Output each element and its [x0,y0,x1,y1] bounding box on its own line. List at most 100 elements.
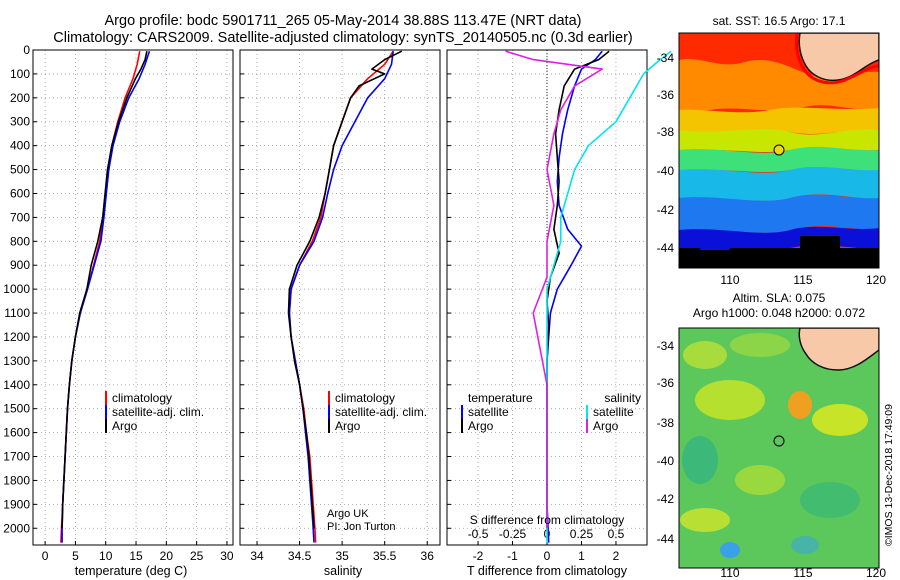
legend-t-argo-label: Argo [468,419,494,433]
sla-field [679,328,879,568]
series-line-argo [287,50,403,529]
depth-tick-label: 300 [10,115,30,129]
sla-ytick: -34 [657,339,675,353]
sst-ytick: -42 [657,203,675,217]
sst-ytick: -36 [657,88,675,102]
credit-argo-uk: Argo UK [327,508,369,520]
salinity-legend: climatology satellite-adj. clim. Argo Ar… [327,391,427,533]
difference-legend: temperature satellite Argo salinity sate… [461,391,641,527]
series-line-satellite [546,50,603,543]
legend-s-argo-label: Argo [593,419,619,433]
imos-credit: ©IMOS 13-Dec-2018 17:49:09 [883,404,895,546]
figure-title-line1: Argo profile: bodc 5901711_265 05-May-20… [105,13,582,29]
legend-s-satellite-label: satellite [593,405,634,419]
depth-tick-label: 1600 [3,426,30,440]
sla-ytick: -44 [657,532,675,546]
sst-xtick: 115 [793,273,812,287]
sla-xtick: 120 [866,566,886,580]
depth-tick-label: 2000 [3,521,30,535]
sla-xtick: 110 [720,566,739,580]
sla-map-subtitle: Argo h1000: 0.048 h2000: 0.072 [693,306,865,320]
sst-ytick: -34 [657,51,675,65]
depth-tick-label: 1800 [3,473,30,487]
sst-map: sat. SST: 16.5 Argo: 17.1 -34 -36 -38 -4… [657,14,887,287]
t-difference-axis-label: T difference from climatology [467,564,628,578]
series-line-climatology [60,51,141,543]
legend-climatology-label: climatology [112,391,172,405]
depth-tick-label: 1200 [3,330,30,344]
legend-satellite-label: satellite-adj. clim. [335,405,427,419]
sst-argo-location-marker [773,144,785,156]
series-line-argo [61,51,148,529]
sla-ytick: -40 [657,454,675,468]
x-tick-label: 34.5 [288,549,312,563]
sla-xtick: 115 [793,566,812,580]
credit-pi: PI: Jon Turton [327,521,395,533]
sst-map-frame [678,32,880,269]
x-tick-label: 2 [613,549,620,563]
depth-tick-label: 800 [10,234,30,248]
s-diff-tick-label: -0.5 [468,527,489,541]
salinity-axis-label: salinity [324,564,363,578]
depth-tick-label: 1300 [3,354,30,368]
depth-tick-label: 200 [10,91,30,105]
s-diff-tick-label: 0.5 [608,527,625,541]
sla-argo-location-marker [773,435,785,447]
legend-argo-label: Argo [335,419,361,433]
depth-tick-label: 1000 [3,282,30,296]
x-tick-label: 1 [578,549,585,563]
x-tick-label: 35.5 [373,549,397,563]
temperature-panel: 0 5 10 15 20 25 300100200300400500600700800900… [3,43,234,563]
x-tick-label: 25 [190,549,204,563]
depth-tick-label: 500 [10,163,30,177]
x-tick-label: 36 [421,549,435,563]
sla-map: Altim. SLA: 0.075 Argo h1000: 0.048 h200… [657,291,887,580]
legend-salinity-title: salinity [604,391,641,405]
s-diff-tick-label: -0.25 [499,527,527,541]
salinity-panel: 34 34.5 35 35.5 36 [239,49,441,563]
sla-ytick: -42 [657,492,675,506]
series-line-satellite [546,50,672,543]
depth-tick-label: 400 [10,139,30,153]
grid [240,49,440,545]
s-diff-tick-label: 0.25 [570,527,594,541]
sst-map-title: sat. SST: 16.5 Argo: 17.1 [713,14,846,28]
sst-ytick: -44 [657,241,675,255]
series-line-satellite-adj-clim- [61,50,151,543]
x-tick-label: 35 [335,549,349,563]
depth-tick-label: 100 [10,67,30,81]
sst-ytick: -38 [657,125,675,139]
series-line-argo [505,50,604,529]
legend-argo-label: Argo [112,419,138,433]
depth-tick-label: 0 [23,43,30,57]
depth-tick-label: 700 [10,210,30,224]
sla-map-title: Altim. SLA: 0.075 [733,291,826,305]
depth-tick-label: 1500 [3,402,30,416]
x-tick-label: 20 [160,549,174,563]
x-tick-label: -2 [473,549,484,563]
legend-satellite-label: satellite-adj. clim. [112,405,204,419]
legend-t-satellite-label: satellite [468,405,509,419]
difference-panel: -2 -1 0 1 2-0.5 -0.25 0 0.25 0.5 [446,49,672,563]
depth-tick-label: 600 [10,186,30,200]
figure-title-line2: Climatology: CARS2009. Satellite-adjuste… [53,30,633,46]
x-tick-label: 30 [220,549,234,563]
depth-tick-label: 1400 [3,378,30,392]
sst-xtick: 110 [720,273,739,287]
x-tick-label: 15 [129,549,143,563]
sla-ytick: -36 [657,376,675,390]
x-tick-label: -1 [507,549,518,563]
x-tick-label: 10 [99,549,113,563]
depth-tick-label: 1900 [3,497,30,511]
sst-ytick: -40 [657,164,675,178]
top-axis-label: S difference from climatology [470,513,625,527]
legend-temperature-title: temperature [468,391,533,405]
temperature-legend: climatology satellite-adj. clim. Argo [105,391,204,433]
temperature-axis-label: temperature (deg C) [75,564,188,578]
depth-tick-label: 1100 [4,306,30,320]
legend-climatology-label: climatology [335,391,395,405]
sla-ytick: -38 [657,416,675,430]
plot-frame [32,49,234,546]
x-tick-label: 5 [72,549,79,563]
